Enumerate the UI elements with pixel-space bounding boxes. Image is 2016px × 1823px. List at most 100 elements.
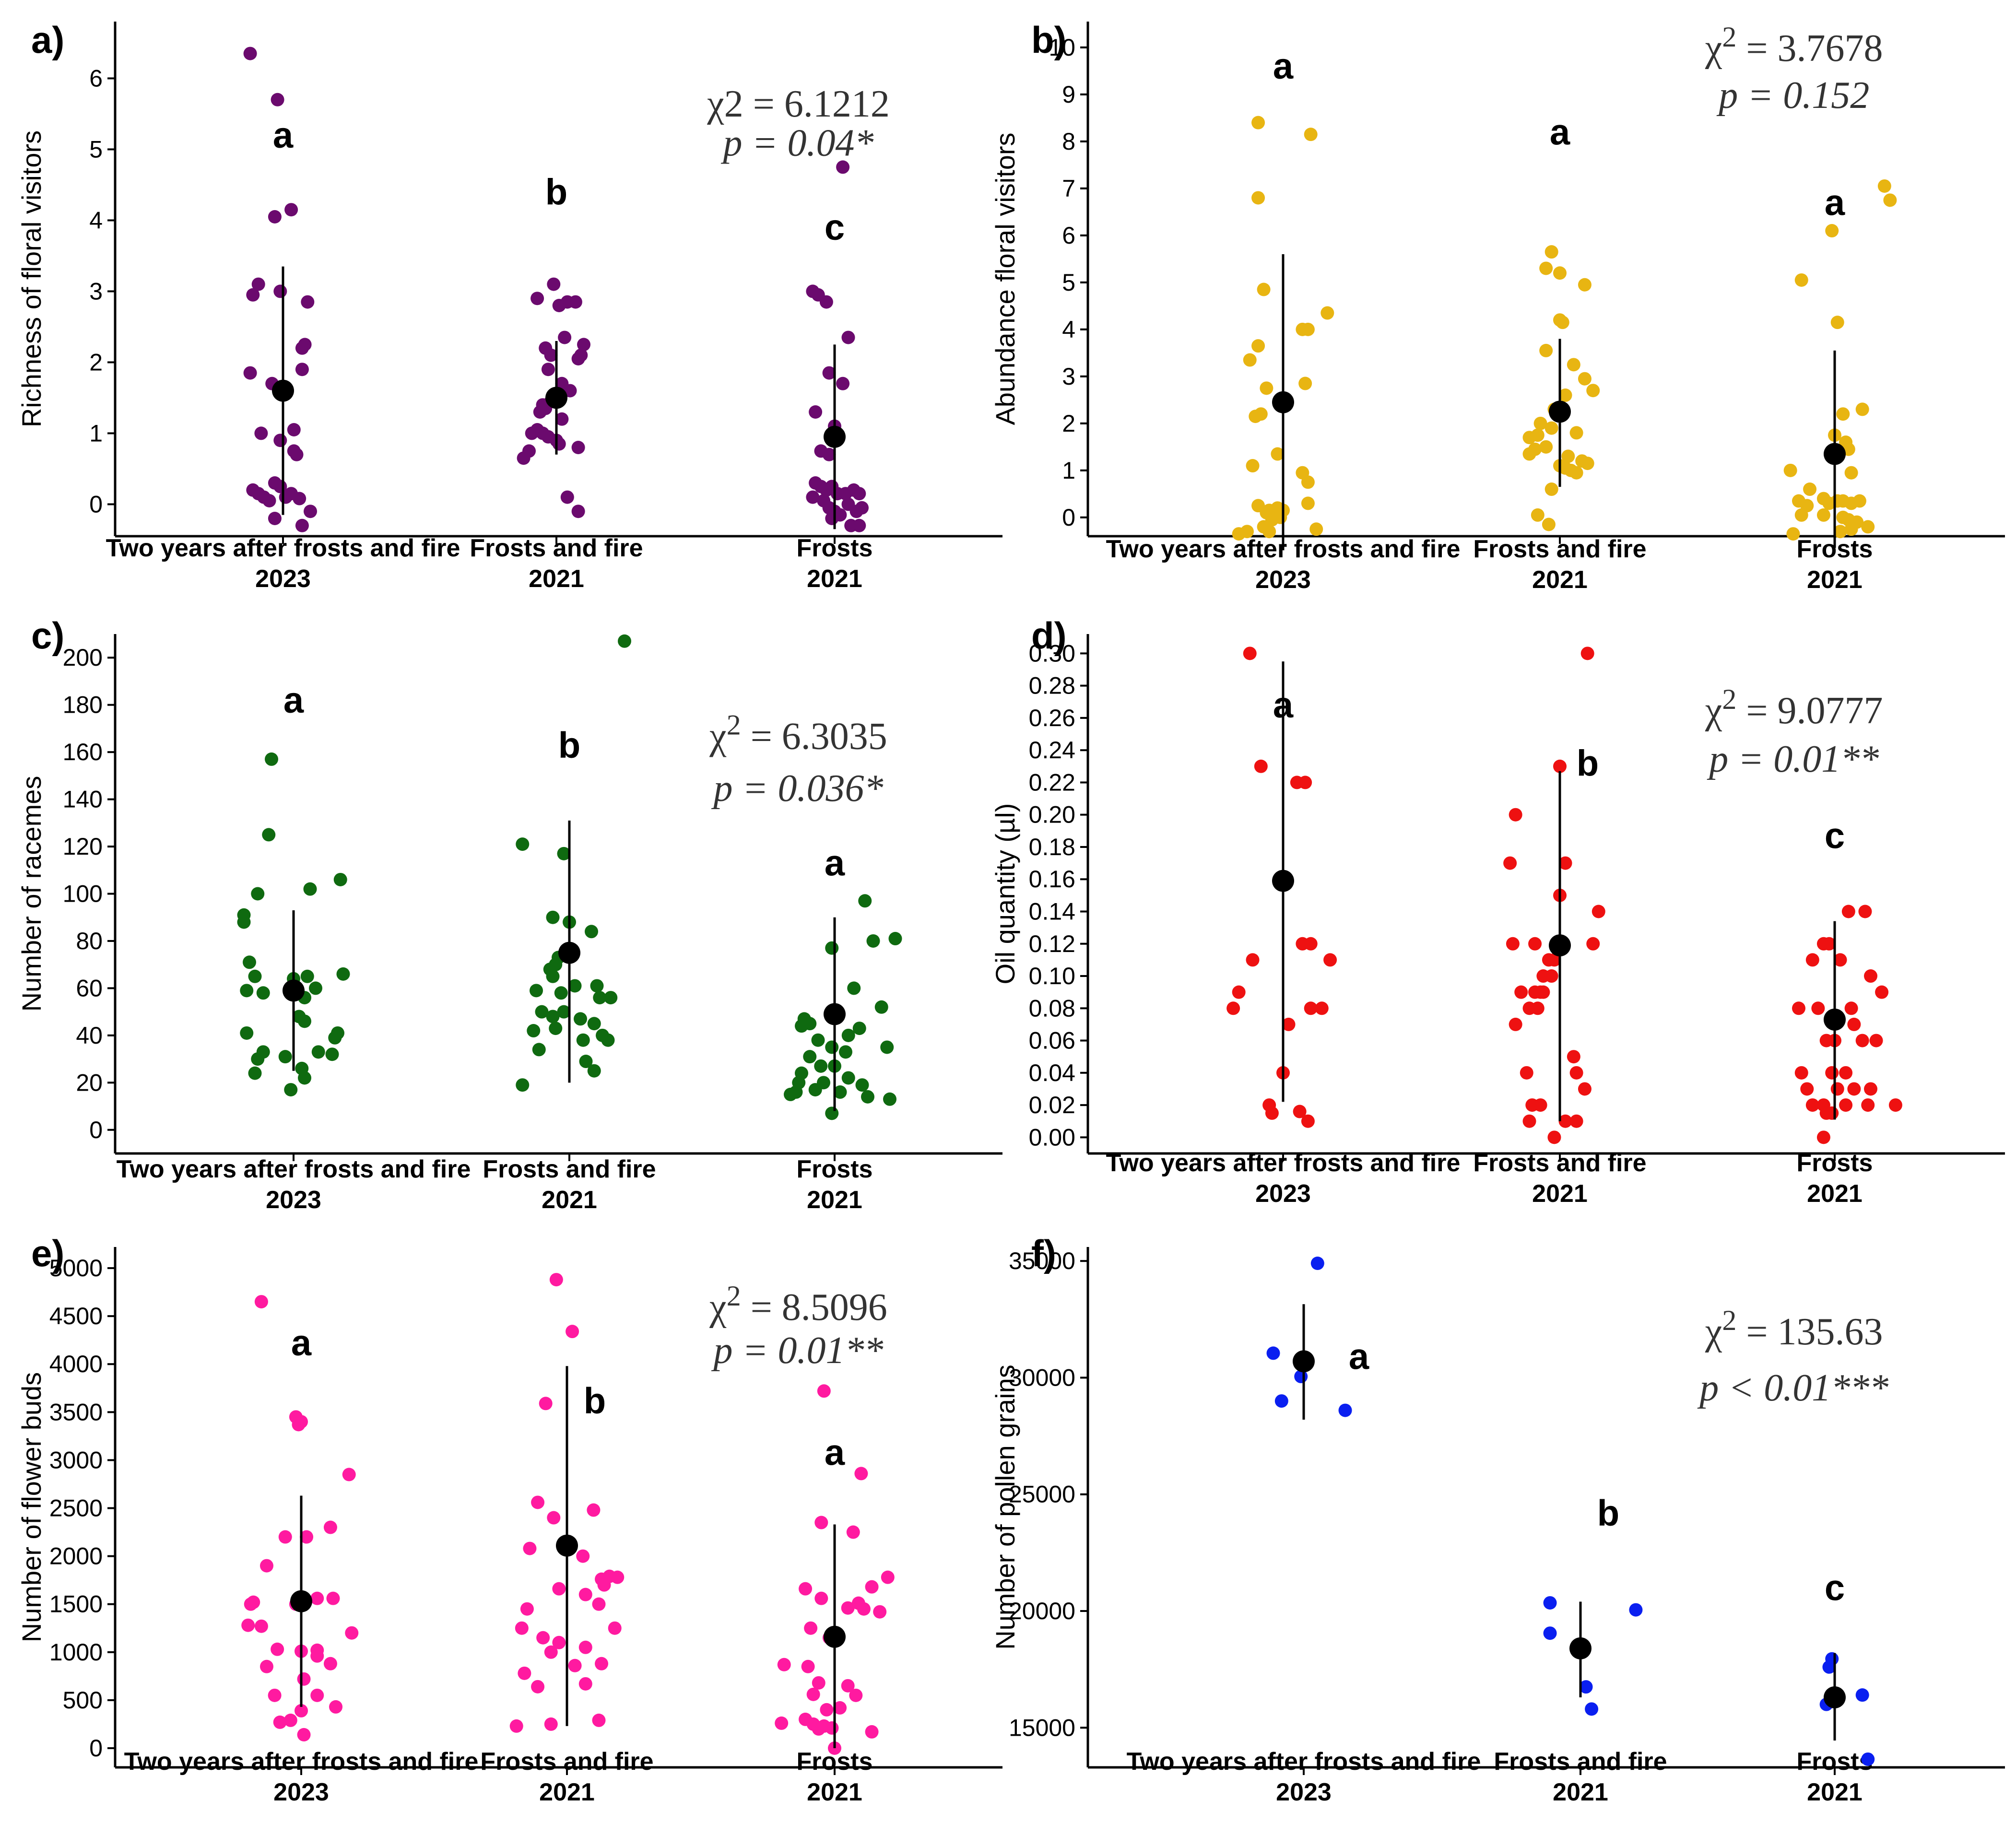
data-point [874,1000,888,1014]
data-point [1301,1114,1315,1128]
data-point [1544,245,1558,259]
data-point [328,1031,342,1045]
data-point [1825,1066,1839,1080]
significance-letter: a [1825,182,1845,223]
data-point [1240,525,1254,539]
y-tick-label: 10 [1049,34,1075,61]
data-point [865,1580,879,1594]
data-point [1262,525,1276,539]
mean-point [1293,1350,1315,1373]
y-tick-label: 0.06 [1029,1027,1075,1054]
chi-value: = 3.7678 [1736,27,1883,70]
x-category-year: 2021 [807,1186,862,1214]
data-point [1265,1106,1279,1120]
series-group: c [806,160,869,532]
data-point [1544,969,1558,983]
data-point [1543,1626,1557,1640]
data-point [1522,447,1536,461]
data-point [1282,1017,1296,1031]
data-point [304,505,317,518]
significance-letter: a [1550,112,1570,153]
x-category-label: Frosts and fire [470,534,643,562]
data-point [527,1024,541,1038]
data-point [1338,1403,1352,1417]
data-point [554,986,568,1000]
data-point [271,93,284,106]
y-tick-label: 0 [1062,504,1075,531]
data-point [298,1014,311,1028]
y-axis-title: Richness of floral visitors [16,130,47,427]
data-point [571,441,585,454]
data-point [251,277,265,291]
data-point [1561,449,1575,463]
y-tick-label: 0.16 [1029,866,1075,893]
y-axis-title: Abundance floral visitors [990,132,1020,425]
data-point [1547,953,1561,967]
data-point [881,1570,895,1584]
data-point [283,1713,297,1727]
panel-label: c) [31,614,64,657]
data-point [254,1295,268,1309]
data-point [1844,1001,1858,1015]
panel-label: e) [31,1232,64,1274]
x-category-label: Frosts and fire [1494,1748,1667,1776]
data-point [1298,376,1312,390]
data-point [1542,517,1556,531]
data-point [579,1055,593,1069]
significance-letter: c [1825,815,1845,856]
data-point [243,955,256,969]
data-point [1257,282,1271,296]
data-point [1822,1660,1836,1674]
significance-letter: b [584,1380,606,1421]
y-tick-label: 0.18 [1029,834,1075,860]
panel-f: f) 15000 20000 25000 30000 35000 Number of pol… [990,1232,2005,1806]
data-point [284,1083,298,1097]
data-point [259,1559,273,1573]
data-point [301,295,315,309]
y-tick-label: 3000 [49,1447,103,1473]
y-tick-label: 120 [63,833,103,860]
data-point [839,1045,852,1059]
data-point [587,1017,601,1031]
data-point [345,1626,359,1640]
y-tick-label: 40 [76,1022,103,1049]
data-point [576,1033,590,1047]
data-point [241,1618,255,1632]
chi-value: = 6.3035 [741,716,887,758]
series-group: a [784,843,902,1120]
series-group: b [517,172,590,518]
data-point [1254,759,1268,773]
data-point [262,828,276,842]
chi-value: = 135.63 [1736,1311,1883,1353]
data-point [509,1719,523,1733]
data-point [1855,402,1869,416]
data-point [1794,1066,1808,1080]
data-point [841,1679,855,1693]
data-point [1509,808,1522,822]
significance-letter: a [291,1323,312,1364]
data-point [273,1715,287,1729]
data-point [858,894,872,908]
y-axis-title: Oil quantity (µl) [990,803,1020,985]
data-point [841,1028,855,1042]
panel-d: d) 0.00 0.02 0.04 0.06 0.08 0.10 0.12 0.14 0.16 0.… [990,614,2005,1208]
p-value-stat: p = 0.036* [711,767,884,810]
data-point [611,1570,625,1584]
data-point [1861,520,1875,534]
data-point [323,1657,337,1670]
data-point [268,210,282,223]
data-point [817,1384,831,1398]
data-point [803,1050,817,1064]
y-tick-label: 3 [1062,363,1075,390]
data-point [574,1012,587,1026]
data-point [1833,953,1847,967]
y-tick-label: 4500 [49,1303,103,1329]
mean-point [1272,870,1294,892]
significance-letter: b [1577,743,1599,784]
series-group: b [1503,647,1605,1144]
x-category-year: 2021 [1807,1778,1863,1806]
chi-symbol: χ [709,716,727,758]
data-point [1301,322,1315,336]
series-group: a [243,47,317,532]
chi-symbol: χ [1705,1311,1722,1353]
